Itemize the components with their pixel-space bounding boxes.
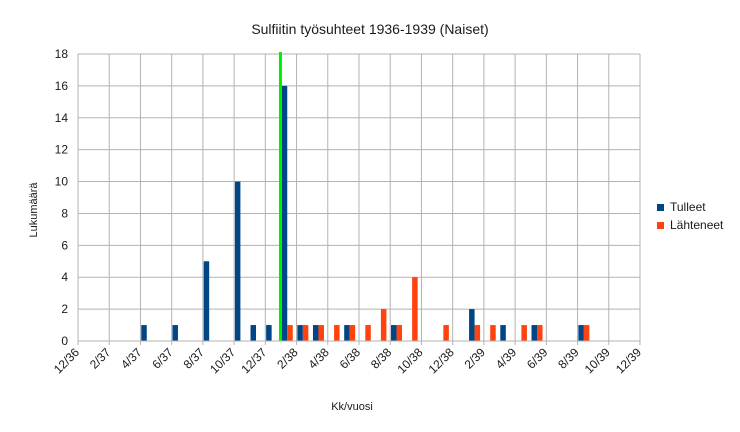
x-tick-label: 12/36 [51,345,82,376]
bar-lahteneet [490,325,496,341]
x-axis-title: Kk/vuosi [331,401,373,413]
chart-title: Sulfiitin työsuhteet 1936-1939 (Naiset) [251,21,488,37]
y-tick-label: 16 [55,79,69,93]
x-tick-label: 12/39 [613,345,644,376]
x-tick-label: 2/39 [462,345,489,372]
bar-lahteneet [396,325,403,341]
bars [141,85,590,341]
x-tick-label: 12/37 [238,345,269,376]
x-tick-label: 10/39 [582,345,613,376]
bar-lahteneet [412,277,418,341]
bar-tulleet [469,309,475,341]
y-axis-title: Lukumäärä [28,182,40,238]
x-tick-label: 12/38 [426,345,457,376]
bar-tulleet [391,325,397,341]
bar-tulleet [203,261,210,341]
x-tick-label: 10/37 [207,345,238,376]
y-tick-label: 10 [55,175,69,189]
y-tick-label: 2 [61,302,68,316]
bar-lahteneet [302,325,309,341]
legend: Tulleet Lähteneet [657,198,723,234]
y-tick-label: 0 [61,334,68,348]
x-tick-label: 8/37 [181,345,208,372]
x-tick-label: 4/39 [493,345,520,372]
legend-swatch-lahteneet [657,221,664,229]
x-tick-label: 6/37 [149,345,176,372]
x-tick-label: 4/37 [118,345,145,372]
bar-lahteneet [318,325,324,341]
x-tick-label: 6/39 [524,345,551,372]
bar-lahteneet [287,325,293,341]
legend-item-lahteneet: Lähteneet [657,216,723,234]
bar-tulleet [312,325,319,341]
x-tick-label: 10/38 [394,345,425,376]
bar-lahteneet [521,325,527,341]
y-tick-label: 14 [55,111,69,125]
bar-tulleet [266,325,272,341]
bar-tulleet [531,325,538,341]
x-tick-label: 4/38 [305,345,332,372]
y-tick-label: 4 [61,270,68,284]
bar-lahteneet [583,325,590,341]
bar-tulleet [297,325,303,341]
x-tick-label: 8/38 [368,345,395,372]
bar-tulleet [141,325,147,341]
bar-lahteneet [474,325,481,341]
bar-tulleet [578,325,584,341]
bar-lahteneet [443,325,449,341]
bar-tulleet [281,85,288,341]
legend-swatch-tulleet [657,203,664,211]
bar-tulleet [172,325,178,341]
x-tick-label: 2/38 [274,345,301,372]
x-tick-label: 6/38 [337,345,364,372]
bar-lahteneet [334,325,340,341]
legend-label-lahteneet: Lähteneet [670,218,724,232]
x-tick-label: 8/39 [555,345,582,372]
bar-lahteneet [349,325,356,341]
y-tick-label: 12 [55,143,69,157]
bar-tulleet [234,181,241,341]
bar-tulleet [500,325,506,341]
bar-tulleet [250,325,257,341]
bar-lahteneet [380,309,387,341]
x-tick-label: 2/37 [87,345,114,372]
y-tick-label: 6 [61,238,68,252]
grid [77,53,641,345]
bar-lahteneet [365,325,371,341]
legend-item-tulleet: Tulleet [657,198,723,216]
bar-lahteneet [537,325,543,341]
legend-label-tulleet: Tulleet [670,200,706,214]
y-tick-label: 8 [61,206,68,220]
bar-tulleet [344,325,350,341]
y-tick-label: 18 [55,47,69,61]
